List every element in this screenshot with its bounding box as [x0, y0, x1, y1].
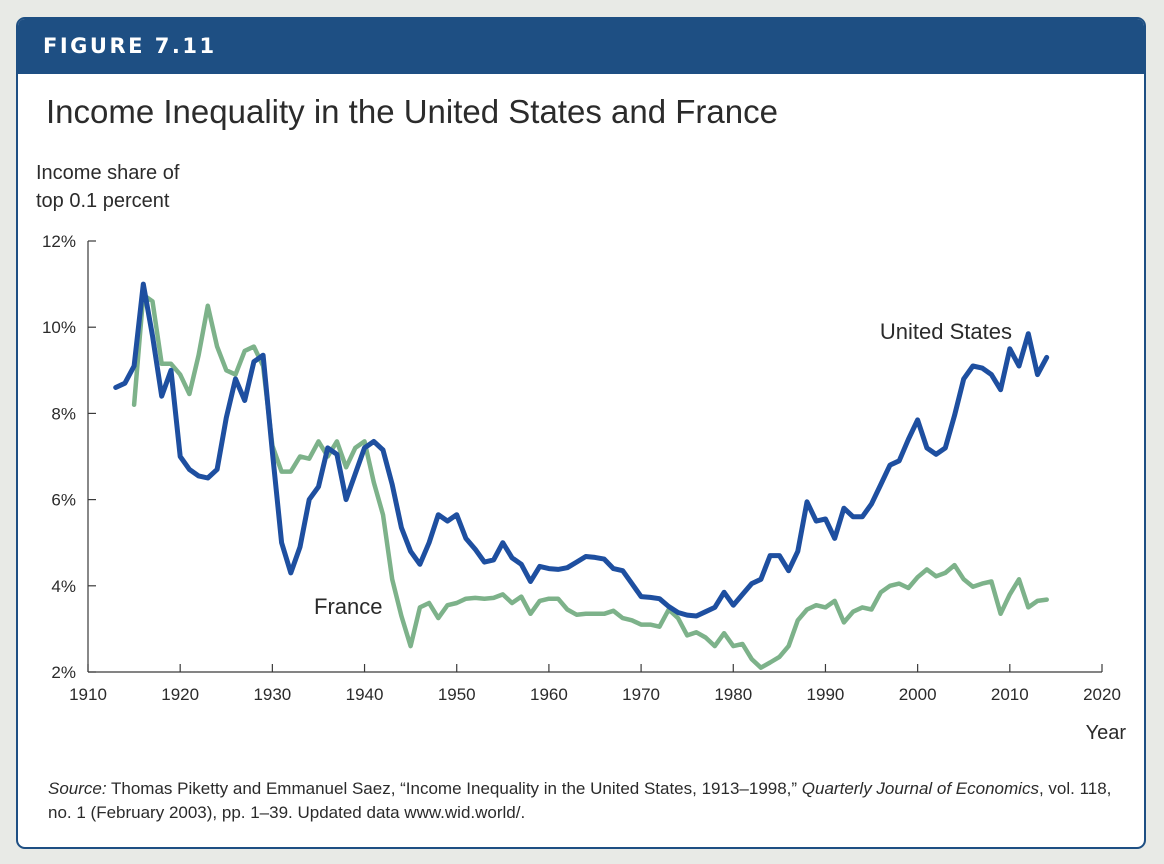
- line-chart: 2% 4% 6% 8% 10% 12% 1910 1920 1930 1940 1950 1960 19…: [36, 162, 1127, 744]
- us-series-line: [113, 281, 1050, 619]
- x-tick-label: 1960: [530, 685, 568, 704]
- x-tick-label: 2010: [991, 685, 1029, 704]
- figure-header-bar: FIGURE 7.11: [18, 19, 1144, 74]
- x-tick-label: 1950: [438, 685, 476, 704]
- y-tick-label: 4%: [51, 577, 76, 596]
- y-tick-label: 12%: [42, 232, 76, 251]
- x-tick-label: 1920: [161, 685, 199, 704]
- source-journal: Quarterly Journal of Economics: [801, 779, 1039, 798]
- source-text-2: , vol. 118, no. 1 (February 2003), pp. 1…: [48, 779, 1112, 822]
- y-axis-title: top 0.1 percent: [36, 190, 170, 212]
- x-tick-label: 1940: [346, 685, 384, 704]
- x-tick-label: 2000: [899, 685, 937, 704]
- x-tick-label: 1990: [807, 685, 845, 704]
- source-label: Source:: [48, 779, 107, 798]
- x-tick-label: 1970: [622, 685, 660, 704]
- figure-panel: FIGURE 7.11 Income Inequality in the Uni…: [16, 17, 1146, 849]
- x-tick-label: 1910: [69, 685, 107, 704]
- france-series-line: [131, 292, 1049, 670]
- us-series-label: United States: [880, 319, 1012, 344]
- france-series-label: France: [314, 594, 382, 619]
- x-tick-label: 2020: [1083, 685, 1121, 704]
- figure-number-label: FIGURE 7.11: [43, 34, 217, 58]
- x-axis-title: Year: [1086, 722, 1127, 744]
- y-tick-label: 8%: [51, 404, 76, 423]
- x-tick-label: 1930: [253, 685, 291, 704]
- source-text-1: Thomas Piketty and Emmanuel Saez, “Incom…: [106, 779, 802, 798]
- y-tick-label: 6%: [51, 491, 76, 510]
- y-axis-title: Income share of: [36, 162, 180, 184]
- chart-title: Income Inequality in the United States a…: [46, 93, 778, 130]
- source-note: Source: Thomas Piketty and Emmanuel Saez…: [48, 777, 1118, 825]
- x-tick-label: 1980: [714, 685, 752, 704]
- y-tick-label: 2%: [51, 663, 76, 682]
- y-tick-label: 10%: [42, 318, 76, 337]
